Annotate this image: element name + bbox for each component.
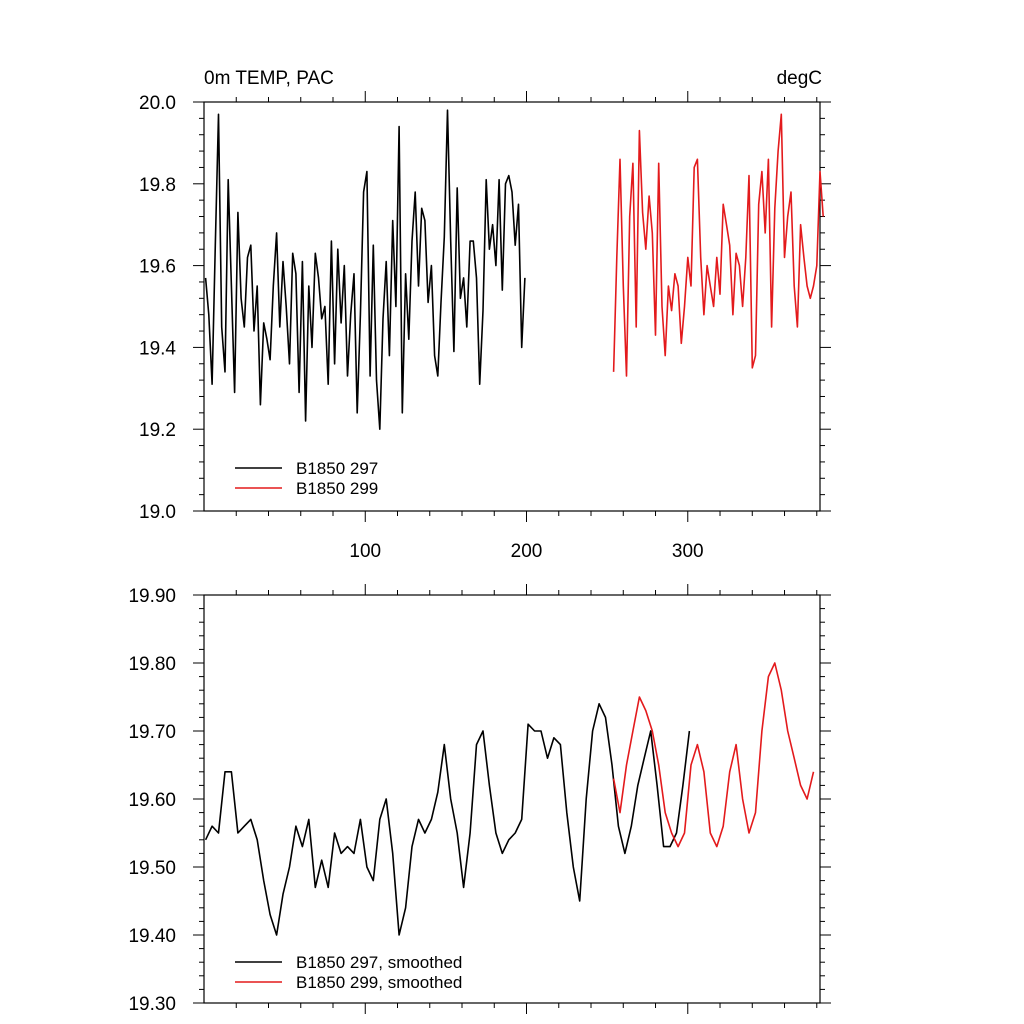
series-line-2 [612,662,815,848]
series-line-1 [204,702,691,936]
legend-label: B1850 299 [296,479,378,498]
y-tick-label: 19.30 [128,994,176,1015]
plot-frame [203,594,821,1004]
y-tick-label: 19.8 [139,175,176,196]
y-tick-label: 20.0 [139,93,176,114]
y-tick-label: 19.4 [139,338,176,359]
y-tick-label: 19.60 [128,790,176,811]
y-tick-label: 19.40 [128,926,176,947]
x-tick-label: 100 [349,541,381,562]
legend-label: B1850 297, smoothed [296,953,462,972]
series-line-2 [612,113,824,377]
series-line-1 [204,109,526,431]
x-tick-label: 300 [672,541,704,562]
y-tick-label: 19.80 [128,654,176,675]
y-tick-label: 19.90 [128,586,176,607]
y-tick-label: 19.6 [139,257,176,278]
y-tick-label: 19.50 [128,858,176,879]
legend-label: B1850 299, smoothed [296,973,462,992]
y-tick-label: 19.0 [139,502,176,523]
bottom-panel: 19.30 19.40 19.50 19.60 19.70 19.80 19.90 B1850… [128,584,831,1015]
top-panel: 19.0 19.2 19.4 19.6 19.8 20.0 100 200 300 B1850 2… [139,91,831,562]
title-left: 0m TEMP, PAC [204,68,334,89]
y-tick-label: 19.2 [139,420,176,441]
x-tick-label: 200 [511,541,543,562]
plot-frame [203,101,821,512]
legend-label: B1850 297 [296,459,378,478]
title-right: degC [777,68,822,89]
y-tick-label: 19.70 [128,722,176,743]
